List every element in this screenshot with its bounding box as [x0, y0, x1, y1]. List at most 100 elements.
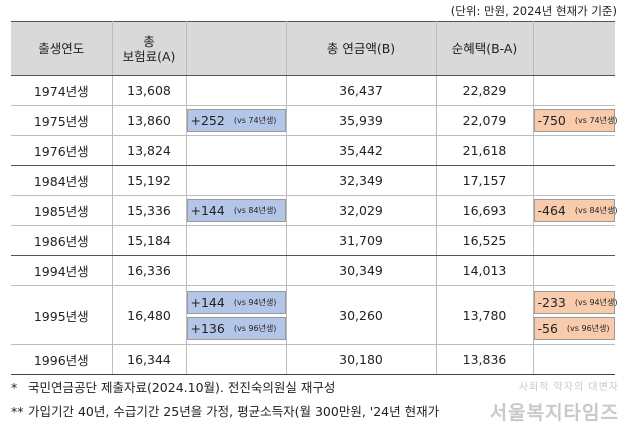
footnote-2: ** 가입기간 40년, 수급기간 25년을 가정, 평균소득자(월 300만원,…	[11, 400, 439, 424]
cell-net-diff: -750 (vs 74년생)	[532, 105, 618, 136]
watermark-tagline: 사회적 약자의 대변자	[518, 382, 619, 393]
diff-value: +252	[190, 113, 225, 128]
cell-birth-year: 1995년생	[11, 285, 113, 345]
premium-increase-badge: +144 (vs 94년생)	[186, 290, 286, 314]
diff-comparison: (vs 84년생)	[574, 206, 618, 215]
diff-value: -233	[537, 294, 566, 310]
cell-total-pension: 32,029	[285, 195, 437, 226]
net-decrease-badge: -233 (vs 94년생)	[533, 290, 618, 314]
table-row: 1974년생 13,608 36,437 22,829	[11, 75, 615, 106]
cell-net-diff: -464 (vs 84년생)	[532, 195, 618, 226]
footnote-1-text: 국민연금공단 제출자료(2024.10월). 전진숙의원실 재구성	[28, 380, 336, 395]
diff-comparison: (vs 74년생)	[233, 116, 277, 125]
diff-value: +144	[190, 294, 225, 310]
cell-birth-year: 1994년생	[11, 255, 113, 286]
cell-total-premium: 15,336	[111, 195, 187, 226]
footnote-2-mark: **	[11, 404, 24, 419]
cell-net-diff	[532, 344, 615, 375]
premium-increase-badge: +136 (vs 96년생)	[186, 316, 286, 340]
cell-birth-year: 1996년생	[11, 344, 113, 375]
cell-net-diff	[532, 75, 615, 106]
cell-premium-diff: +144 (vs 84년생)	[185, 195, 287, 226]
cell-total-premium: 15,184	[111, 225, 187, 256]
table-row: 1984년생 15,192 32,349 17,157	[11, 165, 615, 196]
pension-table: 출생연도 총 보험료(A) 총 연금액(B) 순혜택(B-A) 1974년생 13…	[11, 21, 618, 375]
table-row: 1985년생 15,336 +144 (vs 84년생) 32,029 16,693 -46…	[11, 195, 618, 226]
cell-total-premium: 16,344	[111, 344, 187, 375]
diff-comparison: (vs 94년생)	[233, 297, 277, 307]
diff-comparison: (vs 84년생)	[233, 206, 277, 215]
footnote-2-text: 가입기간 40년, 수급기간 25년을 가정, 평균소득자(월 300만원, '…	[28, 404, 440, 419]
diff-value: -464	[537, 203, 566, 218]
diff-comparison: (vs 96년생)	[566, 323, 610, 333]
watermark: 사회적 약자의 대변자 서울복지타임즈	[490, 378, 619, 425]
cell-total-pension: 30,260	[285, 285, 437, 345]
diff-value: -750	[537, 113, 566, 128]
net-decrease-badge: -750 (vs 74년생)	[533, 109, 618, 132]
premium-increase-badge: +144 (vs 84년생)	[186, 199, 286, 222]
cell-net-diff	[532, 165, 615, 196]
cell-birth-year: 1976년생	[11, 135, 113, 166]
cell-total-pension: 30,349	[285, 255, 437, 286]
diff-comparison: (vs 74년생)	[574, 116, 618, 125]
cell-premium-diff	[185, 225, 287, 256]
cell-birth-year: 1984년생	[11, 165, 113, 196]
cell-net-benefit: 13,836	[435, 344, 534, 375]
cell-total-premium: 13,824	[111, 135, 187, 166]
cell-total-premium: 13,608	[111, 75, 187, 106]
cell-premium-diff	[185, 255, 287, 286]
footnotes: * 국민연금공단 제출자료(2024.10월). 전진숙의원실 재구성 ** 가입기…	[11, 376, 439, 424]
header-total-premium: 총 보험료(A)	[111, 21, 187, 76]
cell-net-diff	[532, 255, 615, 286]
watermark-logo: 서울복지타임즈	[489, 402, 619, 424]
cell-net-diff: -233 (vs 94년생) -56 (vs 96년생)	[532, 285, 618, 345]
net-decrease-badge: -56 (vs 96년생)	[533, 316, 615, 340]
cell-premium-diff	[185, 165, 287, 196]
cell-total-pension: 35,939	[285, 105, 437, 136]
header-total-premium-line2: 보험료(A)	[122, 48, 176, 64]
diff-value: +136	[190, 320, 225, 336]
table-row: 1994년생 16,336 30,349 14,013	[11, 255, 615, 286]
cell-premium-diff: +144 (vs 94년생) +136 (vs 96년생)	[185, 285, 287, 345]
cell-net-diff	[532, 225, 615, 256]
cell-total-premium: 16,336	[111, 255, 187, 286]
cell-net-benefit: 17,157	[435, 165, 534, 196]
cell-net-benefit: 14,013	[435, 255, 534, 286]
cell-net-benefit: 16,693	[435, 195, 534, 226]
cell-net-benefit: 13,780	[435, 285, 534, 345]
cell-net-benefit: 22,829	[435, 75, 534, 106]
cell-total-pension: 31,709	[285, 225, 437, 256]
net-decrease-badge: -464 (vs 84년생)	[533, 199, 618, 222]
header-birth-year: 출생연도	[11, 21, 113, 76]
cell-total-pension: 32,349	[285, 165, 437, 196]
diff-value: +144	[190, 203, 225, 218]
table-row: 1996년생 16,344 30,180 13,836	[11, 344, 615, 375]
table-row: 1986년생 15,184 31,709 16,525	[11, 225, 615, 256]
cell-net-diff	[532, 135, 615, 166]
cell-total-pension: 35,442	[285, 135, 437, 166]
cell-birth-year: 1975년생	[11, 105, 113, 136]
diff-comparison: (vs 94년생)	[574, 297, 618, 307]
table-body: 1974년생 13,608 36,437 22,829 1975년생 13,860 +252…	[11, 75, 618, 375]
cell-birth-year: 1986년생	[11, 225, 113, 256]
cell-total-premium: 15,192	[111, 165, 187, 196]
table-header-row: 출생연도 총 보험료(A) 총 연금액(B) 순혜택(B-A)	[11, 21, 615, 76]
cell-total-pension: 30,180	[285, 344, 437, 375]
cell-total-pension: 36,437	[285, 75, 437, 106]
premium-increase-badge: +252 (vs 74년생)	[186, 109, 286, 132]
diff-comparison: (vs 96년생)	[233, 323, 277, 333]
cell-birth-year: 1985년생	[11, 195, 113, 226]
header-total-pension: 총 연금액(B)	[285, 21, 437, 76]
cell-net-benefit: 16,525	[435, 225, 534, 256]
header-premium-diff	[185, 21, 287, 76]
cell-net-benefit: 22,079	[435, 105, 534, 136]
cell-premium-diff	[185, 344, 287, 375]
cell-birth-year: 1974년생	[11, 75, 113, 106]
diff-value: -56	[537, 320, 558, 336]
table-row: 1995년생 16,480 +144 (vs 94년생) +136 (vs 96년생) 30…	[11, 285, 618, 345]
footnote-1-mark: *	[11, 380, 18, 395]
cell-premium-diff: +252 (vs 74년생)	[185, 105, 287, 136]
table-row: 1975년생 13,860 +252 (vs 74년생) 35,939 22,079 -75…	[11, 105, 618, 136]
footnote-1: * 국민연금공단 제출자료(2024.10월). 전진숙의원실 재구성	[11, 376, 439, 400]
cell-premium-diff	[185, 75, 287, 106]
